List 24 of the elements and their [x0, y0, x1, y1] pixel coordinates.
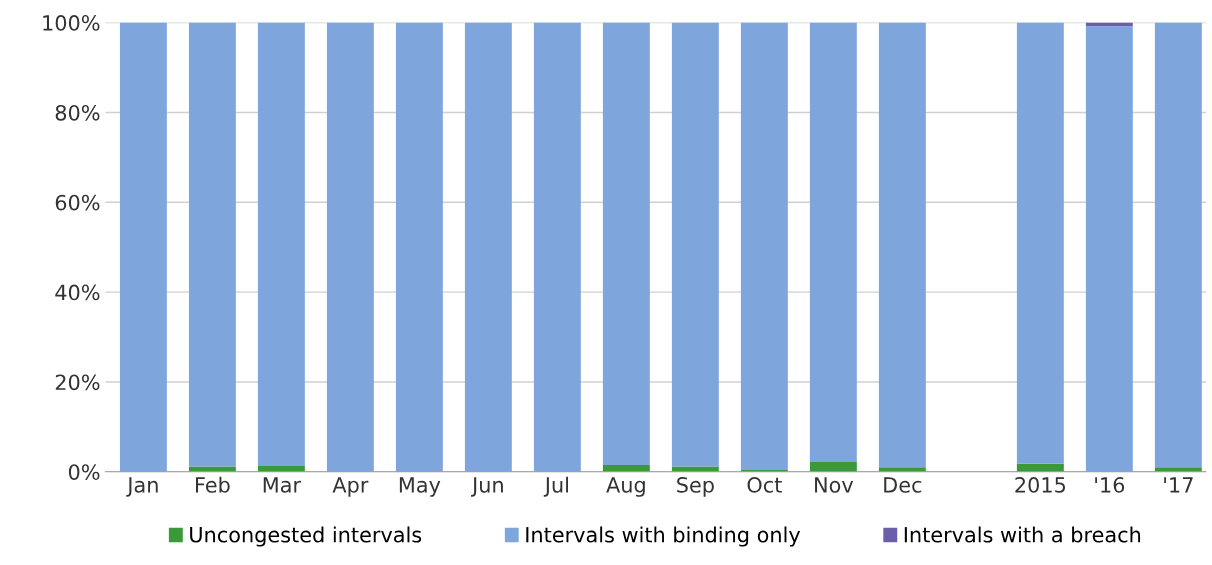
x-tick-label: Sep [677, 477, 714, 497]
y-tick-label: 100% [43, 15, 100, 31]
legend-label: Uncongested intervals [190, 526, 422, 547]
y-tick-label: 80% [55, 104, 100, 121]
y-tick-label: 40% [55, 284, 100, 301]
legend-label: Intervals with binding only [526, 526, 801, 547]
x-tick-label: May [399, 477, 441, 497]
x-tick-label: Mar [263, 477, 302, 493]
x-tick-label: Jan [126, 477, 158, 497]
x-tick-label: '16 [1095, 477, 1125, 493]
x-tick-label: Apr [332, 477, 369, 497]
x-tick-label: Dec [884, 477, 922, 493]
x-tick-label: Aug [606, 477, 645, 497]
y-tick-label: 20% [55, 374, 100, 391]
y-tick-label: 0% [68, 464, 100, 480]
x-tick-label: Feb [195, 476, 230, 493]
legend-label: Intervals with a breach [904, 526, 1141, 543]
x-tick-label: 2015 [1015, 477, 1066, 493]
x-tick-label: Jul [543, 476, 568, 497]
x-tick-label: Nov [815, 477, 854, 493]
x-tick-label: Oct [747, 477, 782, 493]
y-tick-label: 60% [55, 194, 100, 211]
x-tick-label: Jun [471, 477, 503, 497]
x-tick-label: '17 [1164, 477, 1193, 493]
